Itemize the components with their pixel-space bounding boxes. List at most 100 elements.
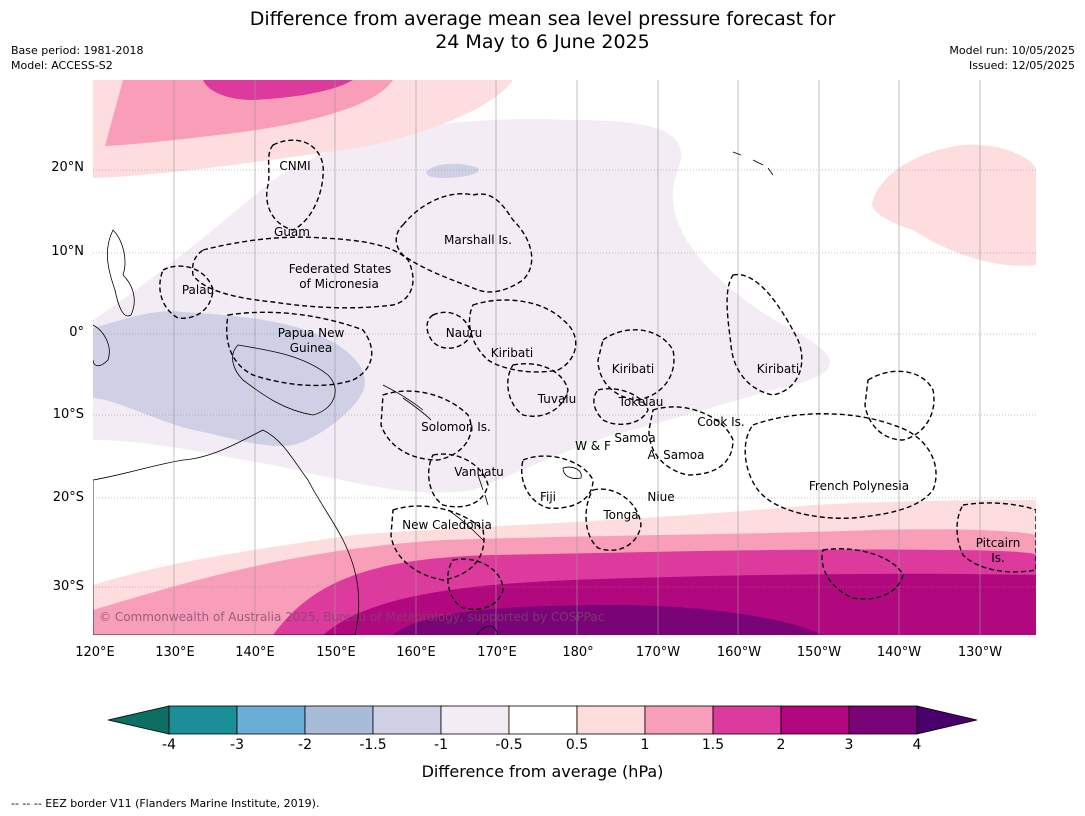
lon-label-160w: 160°W (716, 645, 762, 660)
solomons-coast (382, 384, 432, 421)
new-caledonia-coast (447, 509, 484, 541)
meridians (173, 80, 981, 635)
lon-label-120e: 120°E (75, 645, 115, 660)
field-pink-ne (872, 144, 1036, 266)
region-label-marshall: Marshall Is. (444, 233, 512, 247)
colorbar-cell (576, 705, 646, 735)
eez-cnmi (266, 139, 324, 231)
map-canvas (93, 80, 1036, 635)
colorbar-tick: -0.5 (495, 737, 523, 753)
vanuatu-coast (477, 474, 489, 506)
colorbar-cells (107, 705, 978, 735)
region-label-french-polynesia: French Polynesia (808, 479, 910, 493)
eez-kiribati-e (726, 274, 803, 396)
eez-new-caledonia (390, 505, 485, 581)
eez-palau (159, 265, 214, 319)
colorbar-tick: -3 (230, 737, 244, 753)
region-label-tuvalu: Tuvalu (537, 392, 577, 406)
lat-label-20s: 20°S (52, 490, 84, 505)
colorbar-tick: 2 (776, 737, 786, 753)
eez-micronesia (191, 236, 414, 309)
lon-label-150e: 150°E (316, 645, 356, 660)
region-label-vanuatu: Vanuatu (454, 465, 504, 479)
eez-png (226, 311, 373, 387)
eez-tuvalu (507, 363, 569, 417)
australia-coast (93, 429, 360, 635)
colorbar-tick: 4 (912, 737, 922, 753)
map-title-line2: 24 May to 6 June 2025 (435, 31, 650, 53)
colorbar-tick: -1 (434, 737, 448, 753)
colorbar-tick: 1.5 (701, 737, 725, 753)
field-blue-small (426, 163, 479, 178)
eez-tokelau (593, 388, 649, 426)
eez-borders (159, 139, 1036, 611)
lat-label-20n: 20°N (51, 160, 84, 175)
colorbar (107, 705, 978, 735)
region-label-tonga: Tonga (603, 508, 639, 522)
hawaii-coast (732, 151, 774, 176)
graticule (93, 169, 1036, 588)
eez-kiribati-w (468, 299, 577, 373)
colorbar-cell (780, 705, 850, 735)
borneo-coast (93, 324, 110, 367)
colorbar-tick: -4 (162, 737, 176, 753)
eez-pitcairn (956, 502, 1036, 573)
lat-label-10s: 10°S (52, 407, 84, 422)
region-label-palau: Palau (181, 283, 215, 297)
field-rose-nw (105, 80, 393, 146)
lat-label-0: 0° (69, 325, 84, 340)
pressure-anomaly-map (93, 80, 1036, 635)
new-zealand-coast (476, 625, 499, 635)
region-label-new-caledonia: New Caledonia (402, 518, 492, 532)
region-label-cook: Cook Is. (697, 415, 745, 429)
region-label-fsm-1: Federated States (288, 262, 392, 276)
colorbar-cell (848, 705, 918, 735)
lon-label-170e: 170°E (477, 645, 517, 660)
region-label-niue: Niue (647, 490, 675, 504)
eez-solomons (380, 390, 472, 461)
eez-south-1 (821, 548, 904, 600)
region-label-nauru: Nauru (445, 326, 483, 340)
lon-label-160e: 160°E (396, 645, 436, 660)
colorbar-cell (304, 705, 374, 735)
field-magenta-nw (203, 80, 353, 100)
copyright-notice: © Commonwealth of Australia 2025, Bureau… (99, 610, 605, 624)
colorbar-cell (168, 705, 238, 735)
region-label-american-samoa: A. Samoa (647, 448, 705, 462)
fiji-coast (562, 466, 582, 479)
lon-label-140w: 140°W (876, 645, 922, 660)
colorbar-extend-low (107, 705, 170, 735)
region-label-kiribati-w: Kiribati (490, 346, 534, 360)
region-label-samoa: Samoa (614, 431, 656, 445)
new-guinea-coast (232, 344, 336, 416)
region-label-wallis-futuna: W & F (575, 439, 611, 453)
region-label-png-1: Papua New (277, 326, 345, 340)
region-label-solomon: Solomon Is. (421, 420, 491, 434)
lat-label-10n: 10°N (51, 244, 84, 259)
region-label-fsm-2: of Micronesia (299, 277, 379, 291)
eez-kiribati-c (597, 329, 675, 401)
issued-text: Issued: 12/05/2025 (968, 59, 1075, 72)
field-purple-s (393, 605, 823, 635)
field-blue (93, 311, 365, 447)
region-label-tokelau: Tokelau (618, 395, 664, 409)
meta-left: Base period: 1981-2018 Model: ACCESS-S2 (11, 43, 143, 73)
eez-south-2 (447, 558, 504, 611)
colorbar-tick: -2 (298, 737, 312, 753)
colorbar-title: Difference from average (hPa) (421, 762, 664, 781)
region-label-png-2: Guinea (289, 341, 333, 355)
philippines-coast (107, 229, 135, 317)
coastlines (93, 151, 774, 635)
model-text: Model: ACCESS-S2 (11, 59, 113, 72)
eez-french-polynesia (744, 413, 937, 519)
lon-label-130w: 130°W (957, 645, 1003, 660)
colorbar-cell (440, 705, 510, 735)
region-label-kiribati-c: Kiribati (611, 362, 655, 376)
colorbar-cell (236, 705, 306, 735)
lon-label-170w: 170°W (635, 645, 681, 660)
colorbar-tick: 0.5 (565, 737, 589, 753)
region-label-cnmi: CNMI (279, 159, 311, 173)
eez-nauru (426, 311, 472, 349)
colorbar-cell (508, 705, 578, 735)
lon-label-130e: 130°E (155, 645, 195, 660)
